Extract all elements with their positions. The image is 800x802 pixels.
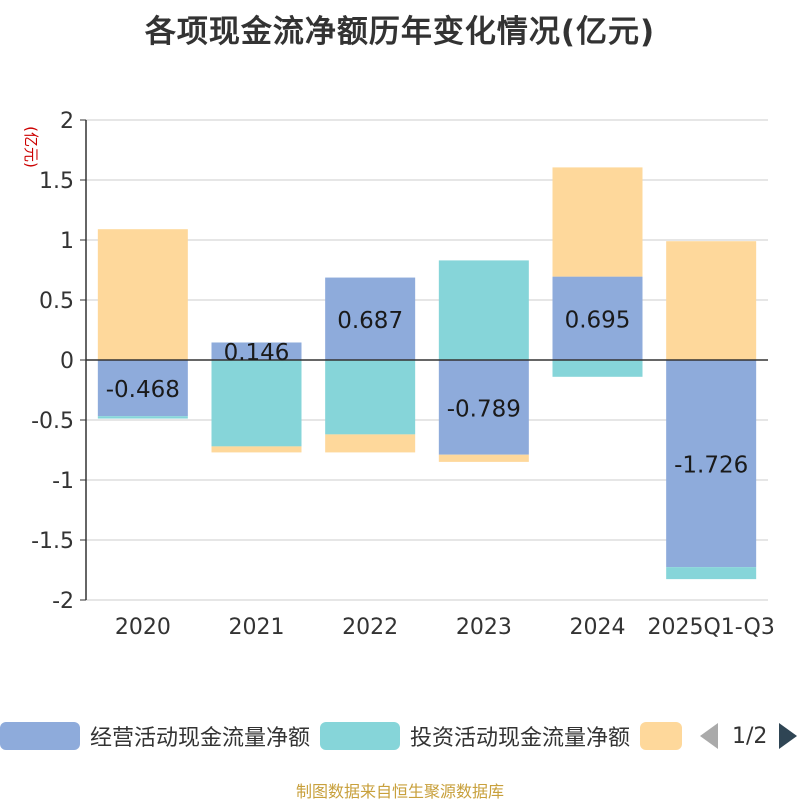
data-label-2024: 0.695 bbox=[565, 307, 631, 333]
bar-series0-2023 bbox=[438, 360, 529, 455]
bar-series0-2021 bbox=[211, 342, 302, 360]
bar-series2-2021 bbox=[211, 446, 302, 453]
legend-swatch-investing bbox=[320, 722, 400, 750]
y-tick-label-5: -0.5 bbox=[31, 409, 74, 434]
y-tick-label-3: 0.5 bbox=[39, 289, 74, 314]
data-label-2021: 0.146 bbox=[224, 340, 290, 366]
bar-series2-2025Q1-Q3 bbox=[666, 241, 757, 360]
bar-series1-2025Q1-Q3 bbox=[666, 567, 757, 580]
data-label-2020: -0.468 bbox=[106, 377, 180, 403]
bar-series0-2022 bbox=[325, 277, 416, 360]
pager-prev-icon[interactable] bbox=[700, 723, 718, 749]
chart-area: 2 1.5 1 0.5 0 -0.5 -1 -1.5 -2 (亿元) 2020 2021 2022 202… bbox=[22, 109, 775, 640]
data-label-2023: -0.789 bbox=[447, 396, 521, 422]
y-axis-label: (亿元) bbox=[22, 126, 40, 168]
source-note: 制图数据来自恒生聚源数据库 bbox=[295, 782, 504, 801]
x-tick-label-0: 2020 bbox=[115, 615, 171, 640]
y-tick-label-6: -1 bbox=[52, 469, 74, 494]
legend-item-investing[interactable]: 投资活动现金流量净额 bbox=[320, 716, 630, 756]
bar-series1-2021 bbox=[211, 360, 302, 447]
data-label-2022: 0.687 bbox=[337, 308, 403, 334]
legend: 经营活动现金流量净额 投资活动现金流量净额 bbox=[0, 716, 800, 756]
bar-series1-2024 bbox=[552, 360, 643, 377]
bar-series0-2020 bbox=[97, 360, 188, 417]
x-tick-label-2: 2022 bbox=[342, 615, 398, 640]
legend-item-third[interactable] bbox=[640, 716, 682, 756]
x-tick-label-1: 2021 bbox=[229, 615, 285, 640]
y-tick-label-4: 0 bbox=[60, 349, 74, 374]
legend-label-investing: 投资活动现金流量净额 bbox=[410, 726, 631, 751]
y-tick-label-8: -2 bbox=[52, 589, 74, 614]
bar-series2-2024 bbox=[552, 167, 643, 277]
bar-series2-2020 bbox=[97, 229, 188, 360]
legend-swatch-third bbox=[640, 722, 682, 750]
x-tick-label-3: 2023 bbox=[456, 615, 512, 640]
bar-series2-2023 bbox=[438, 454, 529, 462]
x-tick-label-5: 2025Q1-Q3 bbox=[647, 615, 774, 640]
legend-item-operating[interactable]: 经营活动现金流量净额 bbox=[0, 716, 310, 756]
y-tick-label-1: 1.5 bbox=[39, 169, 74, 194]
y-tick-label-0: 2 bbox=[60, 109, 74, 134]
chart-title: 各项现金流净额历年变化情况(亿元) bbox=[144, 14, 656, 50]
bar-series0-2025Q1-Q3 bbox=[666, 360, 757, 568]
pager-page-number: 1/2 bbox=[732, 723, 768, 749]
data-label-2025Q1-Q3: -1.726 bbox=[674, 453, 748, 479]
bar-series0-2024 bbox=[552, 276, 643, 360]
bar-series1-2023 bbox=[438, 260, 529, 360]
x-tick-label-4: 2024 bbox=[570, 615, 626, 640]
bar-series2-2022 bbox=[325, 434, 416, 453]
y-tick-label-2: 1 bbox=[60, 229, 74, 254]
bar-series1-2022 bbox=[325, 360, 416, 435]
bar-series1-2020 bbox=[97, 416, 188, 419]
legend-swatch-operating bbox=[0, 722, 80, 750]
legend-label-operating: 经营活动现金流量净额 bbox=[90, 726, 311, 751]
pager-next-icon[interactable] bbox=[779, 723, 798, 749]
legend-pager: 1/2 bbox=[700, 716, 798, 756]
y-tick-label-7: -1.5 bbox=[31, 529, 74, 554]
